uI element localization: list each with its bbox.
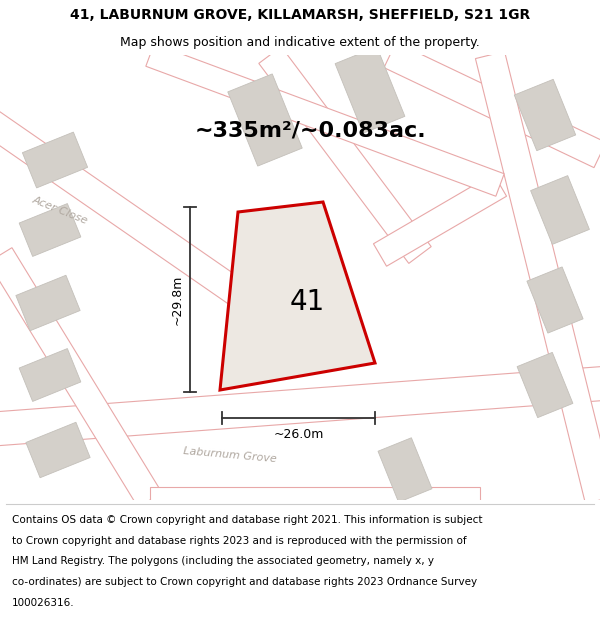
Polygon shape	[527, 267, 583, 333]
Text: ~335m²/~0.083ac.: ~335m²/~0.083ac.	[194, 120, 426, 140]
Text: to Crown copyright and database rights 2023 and is reproduced with the permissio: to Crown copyright and database rights 2…	[12, 536, 467, 546]
Text: Acer Close: Acer Close	[31, 194, 89, 226]
Text: 41, LABURNUM GROVE, KILLAMARSH, SHEFFIELD, S21 1GR: 41, LABURNUM GROVE, KILLAMARSH, SHEFFIEL…	[70, 8, 530, 22]
Text: Laburnum Grove: Laburnum Grove	[183, 446, 277, 464]
Polygon shape	[0, 363, 600, 447]
Polygon shape	[16, 275, 80, 331]
Polygon shape	[378, 438, 432, 503]
Polygon shape	[19, 204, 81, 256]
Polygon shape	[146, 44, 504, 196]
Polygon shape	[0, 248, 162, 508]
Polygon shape	[475, 51, 600, 504]
Text: 41: 41	[289, 288, 325, 316]
Text: Contains OS data © Crown copyright and database right 2021. This information is : Contains OS data © Crown copyright and d…	[12, 515, 482, 525]
Text: co-ordinates) are subject to Crown copyright and database rights 2023 Ordnance S: co-ordinates) are subject to Crown copyr…	[12, 577, 477, 587]
Polygon shape	[19, 349, 81, 401]
Polygon shape	[530, 176, 589, 244]
Polygon shape	[384, 42, 600, 168]
Polygon shape	[22, 132, 88, 188]
Text: HM Land Registry. The polygons (including the associated geometry, namely x, y: HM Land Registry. The polygons (includin…	[12, 556, 434, 566]
Polygon shape	[514, 79, 576, 151]
Polygon shape	[373, 174, 506, 266]
Polygon shape	[150, 487, 480, 513]
Text: ~29.8m: ~29.8m	[170, 274, 184, 325]
Polygon shape	[26, 422, 90, 478]
Text: Map shows position and indicative extent of the property.: Map shows position and indicative extent…	[120, 36, 480, 49]
Polygon shape	[228, 74, 302, 166]
Polygon shape	[0, 104, 248, 306]
Polygon shape	[220, 202, 375, 390]
Polygon shape	[259, 47, 431, 263]
Polygon shape	[517, 352, 573, 418]
Text: ~26.0m: ~26.0m	[274, 428, 323, 441]
Polygon shape	[335, 47, 405, 133]
Text: 100026316.: 100026316.	[12, 598, 74, 608]
